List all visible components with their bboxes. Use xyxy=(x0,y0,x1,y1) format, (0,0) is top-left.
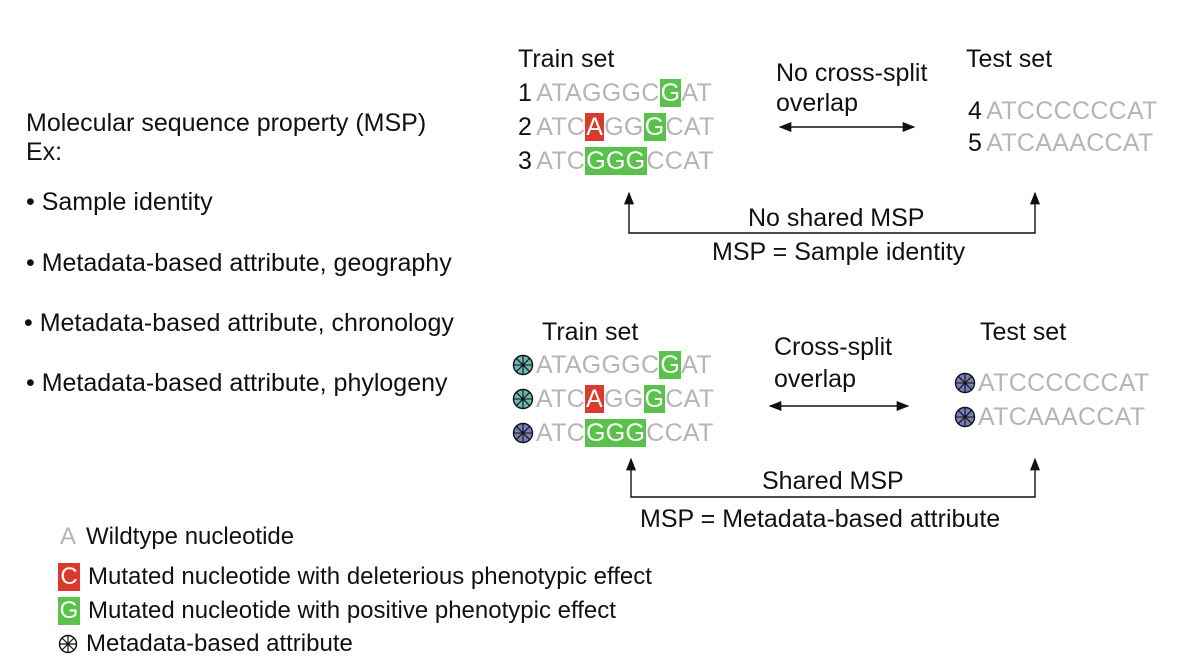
wildtype-segment: CCAT xyxy=(646,419,714,447)
positive-mutation: G xyxy=(643,113,666,141)
bottom-train-row-3: ATCGGGCCAT xyxy=(512,418,714,448)
test-sequence: ATCAAACCAT xyxy=(986,129,1154,157)
test-sequence: ATCAAACCAT xyxy=(978,403,1146,431)
test-sequence: ATCCCCCCAT xyxy=(986,97,1158,125)
bullet-sample-identity: • Sample identity xyxy=(26,188,213,216)
wildtype-segment: ATC xyxy=(536,147,586,175)
bottom-overlap-label-line1: Cross-split xyxy=(774,333,893,361)
bottom-train-set-label: Train set xyxy=(542,318,639,346)
top-test-row-5: 5 ATCAAACCAT xyxy=(968,128,1154,158)
legend-attribute-label: Metadata-based attribute xyxy=(86,630,353,657)
top-msp-caption: MSP = Sample identity xyxy=(712,238,966,266)
deleterious-mutation: A xyxy=(585,385,605,413)
legend-deleterious-label: Mutated nucleotide with deleterious phen… xyxy=(88,563,652,590)
ex-label: Ex: xyxy=(26,138,63,166)
bottom-test-row-2: ATCAAACCAT xyxy=(954,402,1145,432)
bottom-bracket xyxy=(625,457,1041,498)
legend-wildtype: A Wildtype nucleotide xyxy=(58,523,294,551)
legend-deleterious-symbol: C xyxy=(58,563,80,591)
bottom-bracket-label: Shared MSP xyxy=(762,467,904,495)
row-number: 3 xyxy=(518,147,533,175)
top-test-set-label: Test set xyxy=(966,45,1053,73)
bottom-train-row-2: ATCAGGGCAT xyxy=(512,384,714,414)
positive-mutation: GGG xyxy=(585,419,647,447)
top-bracket xyxy=(623,191,1041,234)
row-number: 2 xyxy=(518,113,533,141)
legend-attribute: Metadata-based attribute xyxy=(58,630,353,658)
deleterious-mutation: A xyxy=(585,113,605,141)
row-number: 5 xyxy=(968,129,983,157)
wildtype-segment: ATC xyxy=(536,113,586,141)
wildtype-segment: GG xyxy=(604,113,644,141)
wildtype-segment: ATAGGGC xyxy=(536,351,660,379)
top-test-row-4: 4 ATCCCCCCAT xyxy=(968,96,1158,126)
legend-wildtype-label: Wildtype nucleotide xyxy=(86,523,295,550)
row-number: 4 xyxy=(968,97,983,125)
legend-deleterious: C Mutated nucleotide with deleterious phe… xyxy=(58,563,652,591)
metadata-attribute-icon xyxy=(512,422,534,444)
wildtype-segment: AT xyxy=(681,79,713,107)
wildtype-segment: ATAGGGC xyxy=(536,79,660,107)
bottom-test-row-1: ATCCCCCCAT xyxy=(954,368,1150,398)
bottom-overlap-label-line2: overlap xyxy=(774,365,856,393)
top-overlap-label-line1: No cross-split xyxy=(776,59,928,87)
metadata-attribute-icon xyxy=(512,388,534,410)
msp-heading: Molecular sequence property (MSP) xyxy=(26,109,427,137)
positive-mutation: G xyxy=(659,79,682,107)
bottom-msp-caption: MSP = Metadata-based attribute xyxy=(640,505,1001,533)
row-number: 1 xyxy=(518,79,533,107)
bullet-geography: • Metadata-based attribute, geography xyxy=(26,249,452,277)
positive-mutation: G xyxy=(643,385,666,413)
bullet-chronology: • Metadata-based attribute, chronology xyxy=(24,309,454,337)
legend-positive-label: Mutated nucleotide with positive phenoty… xyxy=(88,597,616,624)
top-bracket-label: No shared MSP xyxy=(748,204,925,232)
wildtype-segment: GG xyxy=(604,385,644,413)
legend-positive: G Mutated nucleotide with positive phenot… xyxy=(58,597,616,625)
top-overlap-label-line2: overlap xyxy=(776,89,858,117)
top-train-row-2: 2 ATCAGGGCAT xyxy=(518,112,715,142)
legend-wildtype-symbol: A xyxy=(59,523,76,550)
metadata-attribute-icon xyxy=(512,354,534,376)
top-train-set-label: Train set xyxy=(518,45,615,73)
metadata-attribute-icon xyxy=(954,372,976,394)
positive-mutation: G xyxy=(659,351,682,379)
wildtype-segment: CAT xyxy=(665,113,715,141)
bullet-phylogeny: • Metadata-based attribute, phylogeny xyxy=(26,369,448,397)
wildtype-segment: AT xyxy=(681,351,712,379)
test-sequence: ATCCCCCCAT xyxy=(978,369,1150,397)
bottom-train-row-1: ATAGGGCGAT xyxy=(512,350,712,380)
wildtype-segment: ATC xyxy=(536,419,586,447)
positive-mutation: GGG xyxy=(585,147,647,175)
metadata-attribute-icon xyxy=(954,406,976,428)
top-train-row-3: 3 ATCGGGCCAT xyxy=(518,146,714,176)
legend-positive-symbol: G xyxy=(58,597,80,625)
wildtype-segment: CAT xyxy=(665,385,715,413)
top-train-row-1: 1 ATAGGGCGAT xyxy=(518,78,712,108)
metadata-attribute-icon xyxy=(58,630,78,658)
wildtype-segment: ATC xyxy=(536,385,586,413)
wildtype-segment: CCAT xyxy=(646,147,714,175)
bottom-test-set-label: Test set xyxy=(980,318,1067,346)
